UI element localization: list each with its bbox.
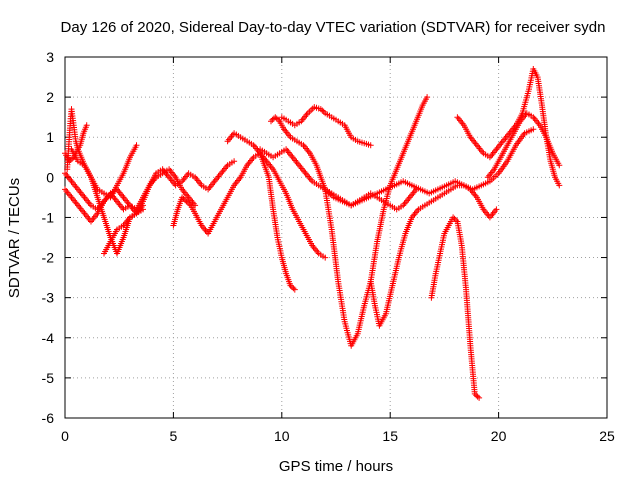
series-markers	[68, 146, 146, 257]
series-sat-d	[68, 146, 146, 257]
series-markers	[224, 130, 298, 293]
y-axis-title: SDTVAR / TECUs	[6, 178, 23, 298]
series-sat-j	[278, 104, 374, 149]
y-tick-label: -5	[42, 370, 55, 386]
y-tick-label: 0	[46, 169, 54, 185]
series-sat-f	[64, 106, 90, 173]
series-sat-k	[367, 182, 500, 329]
plot-frame	[64, 56, 608, 419]
series-markers	[278, 104, 374, 149]
y-tick-label: -6	[42, 410, 55, 426]
series-sat-p	[257, 146, 420, 213]
x-tick-label: 25	[599, 428, 615, 444]
series-markers	[454, 66, 563, 189]
x-tick-label: 0	[61, 428, 69, 444]
series-sat-o	[484, 110, 563, 181]
x-tick-label: 10	[274, 428, 290, 444]
y-tick-label: -3	[42, 290, 55, 306]
series-markers	[428, 214, 483, 401]
series-sat-c	[62, 166, 199, 225]
x-tick-label: 15	[382, 428, 398, 444]
series-markers	[64, 106, 90, 173]
data-points	[62, 66, 563, 401]
y-tick-label: 1	[46, 129, 54, 145]
series-sat-n	[454, 66, 563, 189]
chart-title: Day 126 of 2020, Sidereal Day-to-day VTE…	[61, 19, 606, 36]
series-sat-g	[170, 150, 329, 261]
y-tick-label: -2	[42, 250, 55, 266]
series-sat-h	[224, 130, 298, 293]
x-tick-label: 20	[491, 428, 507, 444]
y-tick-label: -4	[42, 330, 55, 346]
axis-ticks: 0 5 10 15 20 25 -6 -5 -4 -3 -2 -1 0 1 2 3	[42, 49, 615, 444]
series-markers	[62, 166, 199, 225]
series-markers	[170, 150, 329, 261]
y-tick-label: 3	[46, 49, 54, 65]
x-tick-label: 5	[170, 428, 178, 444]
series-markers	[484, 110, 563, 181]
x-axis-title: GPS time / hours	[279, 458, 393, 475]
series-markers	[257, 146, 420, 213]
series-sat-l	[428, 214, 483, 401]
y-tick-label: -1	[42, 209, 55, 225]
series-markers	[101, 206, 146, 257]
series-markers	[367, 182, 500, 329]
series-sat-e	[101, 206, 146, 257]
y-tick-label: 2	[46, 89, 54, 105]
